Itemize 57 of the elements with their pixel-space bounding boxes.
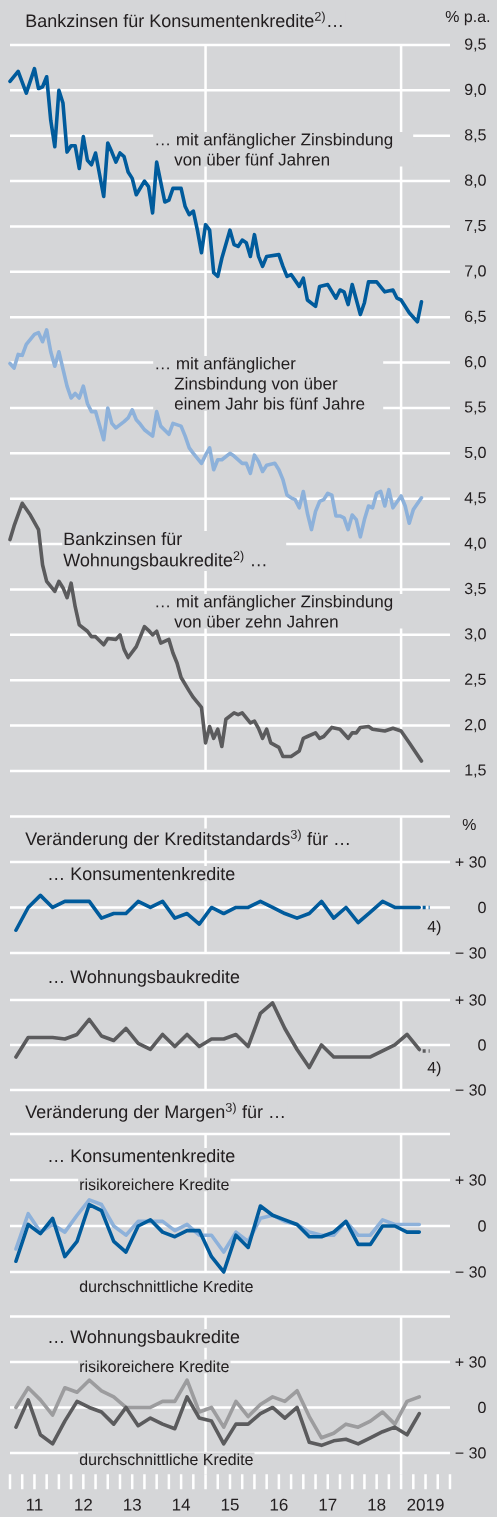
text: Veränderung der Kreditstandards$^{3)}$ für … — [25, 829, 349, 849]
y-tick-label: 0 — [478, 1039, 486, 1051]
text: … Konsumentenkredite — [49, 1148, 235, 1163]
series-label: … Wohnungsbaukredite — [49, 969, 240, 987]
y-tick-label: 8,0 — [464, 174, 486, 188]
annotation: 4) — [427, 1061, 441, 1077]
series-label: durchschnittliche Kredite — [79, 1453, 253, 1466]
y-tick-label: 3,0 — [464, 628, 486, 642]
series-label: … Konsumentenkredite — [49, 866, 235, 881]
y-tick-label: 2,5 — [465, 673, 486, 687]
series-label: risikoreichere Kredite — [80, 1360, 229, 1373]
y-tick-label: + 30 — [455, 856, 486, 868]
x-tick-label: 15 — [221, 1498, 239, 1511]
chart-title: Bankzinsen für Konsumentenkredite$^{2)}$… — [26, 11, 342, 28]
y-tick-label: + 30 — [455, 994, 486, 1006]
y-tick-label: 7,5 — [465, 219, 486, 234]
y-tick-label: 8,5 — [464, 129, 486, 143]
x-tick-label: 11 — [26, 1498, 43, 1511]
y-tick-label: 9,0 — [464, 83, 486, 97]
series-label: … mit anfänglicher Zinsbindung von über einem Jahr bis fünf Jahre — [156, 356, 365, 410]
y-tick-label: 4,0 — [464, 537, 486, 551]
annotation: Bankzinsen für Wohnungsbaukredite$^{2)}$ … — [63, 531, 266, 570]
y-axis-title: % p.a. — [445, 10, 490, 26]
y-tick-label: − 30 — [455, 1266, 486, 1278]
series-label: … mit anfänglicher Zinsbindung von über zehn Jahren — [156, 594, 393, 628]
x-tick-label: 13 — [124, 1498, 141, 1511]
y-tick-label: 5,0 — [464, 446, 486, 460]
y-axis-title: % — [462, 818, 476, 831]
y-tick-label: 4,5 — [464, 492, 486, 506]
series-label: durchschnittliche Kredite — [79, 1280, 253, 1293]
y-tick-label: 0 — [478, 1220, 486, 1232]
y-tick-label: 9,5 — [464, 38, 486, 52]
y-tick-label: + 30 — [455, 1356, 486, 1368]
y-tick-label: + 30 — [455, 1174, 486, 1186]
x-tick-label: 16 — [270, 1498, 288, 1511]
y-tick-label: − 30 — [455, 1084, 486, 1096]
x-tick-label: 14 — [172, 1498, 191, 1511]
y-tick-label: 3,5 — [464, 582, 486, 597]
x-tick-label: 2019 — [407, 1498, 444, 1511]
y-tick-label: 0 — [478, 1401, 486, 1414]
annotation: 4) — [427, 920, 441, 936]
y-tick-label: 6,0 — [465, 356, 486, 370]
y-tick-label: 2,0 — [465, 719, 486, 733]
y-tick-label: 6,5 — [465, 310, 486, 324]
y-tick-label: 1,5 — [465, 764, 486, 778]
y-tick-label: 7,0 — [465, 265, 486, 279]
series-label: … mit anfänglicher Zinsbindung von über fünf Jahren — [156, 133, 393, 166]
x-tick-label: 18 — [368, 1498, 386, 1511]
y-tick-label: 0 — [478, 901, 486, 914]
text: … Wohnungsbaukredite — [49, 1329, 240, 1347]
chart-title: Veränderung der Margen$^{3)}$ für … — [25, 1102, 284, 1122]
y-tick-label: − 30 — [455, 1447, 486, 1459]
y-tick-label: − 30 — [455, 947, 486, 959]
y-tick-label: 5,5 — [464, 401, 486, 415]
x-tick-label: 17 — [319, 1498, 337, 1511]
series-label: risikoreichere Kredite — [80, 1178, 229, 1191]
x-tick-label: 12 — [75, 1498, 92, 1511]
